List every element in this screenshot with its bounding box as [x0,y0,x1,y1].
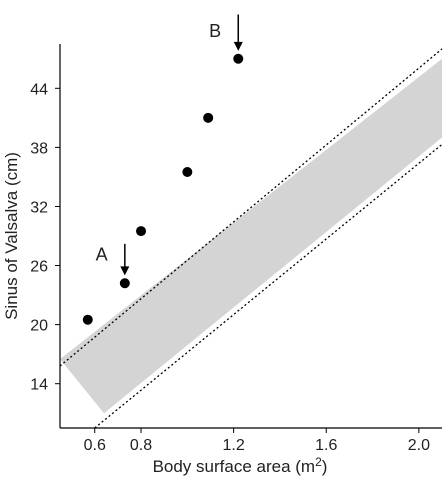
x-tick-label: 1.6 [315,437,337,454]
data-points [82,53,244,325]
normal-range-band [60,58,442,414]
data-point [233,53,244,64]
annotation-arrow-head [120,266,130,276]
annotation-label: A [96,245,108,265]
normal-range-band-layer [60,58,442,414]
y-tick-label: 14 [30,377,48,394]
x-tick-label: 0.8 [130,437,152,454]
y-tick-label: 32 [30,199,48,216]
annotation-label: B [209,21,221,41]
annotations: AB [96,14,243,276]
y-axis-title: Sinus of Valsalva (cm) [2,152,21,320]
y-tick-label: 20 [30,318,48,335]
x-tick-label: 1.2 [223,437,245,454]
data-point [119,278,130,289]
annotation-arrow-head [233,41,243,51]
data-point [82,314,93,325]
x-tick-label: 2.0 [408,437,430,454]
dotted-limit-line-lower [94,143,443,429]
dotted-limit-layer [59,48,443,429]
data-point [203,112,214,123]
axes [59,44,442,429]
y-tick-label: 44 [30,81,48,98]
y-tick-label: 38 [30,140,48,157]
x-axis-title: Body surface area (m2) [153,455,328,476]
y-tick-label: 26 [30,259,48,276]
data-point [182,167,193,177]
dotted-limit-line-upper [59,48,443,367]
tick-layer: 0.6 0.8 1.2 1.6 2.0 14 20 26 32 38 44 [30,81,430,454]
x-tick-label: 0.6 [84,437,106,454]
data-point [136,226,147,237]
